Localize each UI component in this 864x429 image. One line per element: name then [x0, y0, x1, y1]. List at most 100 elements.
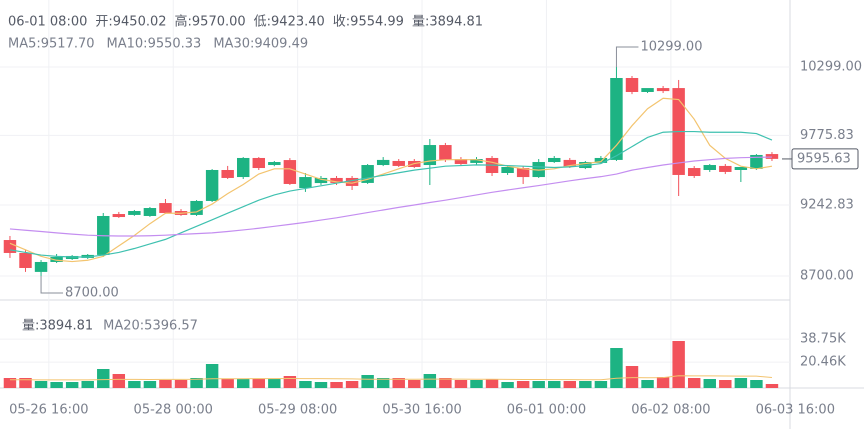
legend-entry: MA10:9550.33 [107, 37, 202, 52]
volume-bar [703, 379, 716, 388]
volume-bar [516, 381, 530, 388]
volume-bar [3, 378, 17, 388]
volume-bar [97, 369, 110, 388]
candle-body [423, 145, 437, 166]
volume-bar [610, 348, 623, 388]
annotation-leader [40, 275, 64, 294]
candle-body [143, 208, 157, 216]
volume-bar [159, 380, 172, 388]
candle-body [299, 177, 312, 189]
candle-body [345, 177, 359, 186]
candle-body [548, 157, 561, 163]
volume-bar [81, 381, 94, 388]
volume-bar [454, 380, 468, 388]
header-item: 06-01 08:00 [8, 15, 87, 30]
candle-body [314, 177, 328, 184]
ma-line [9, 97, 773, 263]
candle-body [687, 168, 701, 177]
volume-bar [532, 381, 545, 388]
volume-bar [268, 379, 281, 388]
candle-body [656, 88, 670, 92]
volume-bar [128, 381, 141, 388]
x-tick-label: 05-26 16:00 [9, 403, 88, 418]
header-item: 高:9570.00 [175, 14, 246, 30]
x-tick-label: 06-03 16:00 [756, 403, 835, 418]
candle-body [454, 159, 468, 164]
candle-body [625, 78, 639, 92]
x-tick-label: 06-01 00:00 [507, 403, 586, 418]
volume-bar [470, 380, 483, 388]
volume-bar [330, 382, 343, 388]
header-item: 低:9423.40 [254, 15, 325, 30]
candle-body [470, 159, 483, 163]
candle-body [190, 200, 203, 215]
candle-body [719, 165, 732, 172]
x-tick-label: 06-02 08:00 [631, 403, 710, 418]
volume-bar [299, 381, 312, 388]
volume-bar [750, 380, 763, 388]
volume-bar [423, 374, 437, 388]
candle-body [765, 154, 779, 159]
volume-bar [345, 381, 359, 388]
candle-body [221, 169, 234, 178]
volume-bar [672, 341, 685, 388]
volume-bar [174, 380, 188, 388]
ma-line [9, 130, 773, 258]
annotation-leader [615, 46, 639, 68]
candle-body [392, 160, 405, 166]
volume-bar [625, 366, 639, 388]
candle-body [439, 145, 452, 160]
candle-body [501, 166, 514, 173]
y-tick-label: 38.75K [800, 332, 846, 347]
annotation-label: 8700.00 [65, 285, 119, 300]
volume-ma-line [9, 375, 773, 381]
candle-body [750, 154, 763, 169]
volume-bar [439, 378, 452, 388]
volume-bar [501, 382, 514, 388]
volume-bar [392, 378, 405, 388]
candle-body [237, 157, 250, 178]
volume-bar [641, 380, 654, 388]
candle-body [330, 177, 343, 183]
candle-body [19, 252, 32, 268]
volume-bar [252, 379, 265, 388]
ma-line [9, 156, 772, 237]
volume-bar [656, 377, 670, 388]
volume-bar [376, 378, 390, 388]
header-item: 量:3894.81 [412, 15, 483, 30]
x-tick-label: 05-29 08:00 [258, 403, 337, 418]
candle-body [268, 162, 281, 166]
volume-bar [594, 381, 608, 388]
candle-body [594, 157, 608, 163]
candle-body [734, 166, 748, 170]
volume-bar [765, 384, 779, 388]
y-tick-label: 20.46K [800, 355, 846, 370]
candle-body [703, 165, 716, 170]
volume-bar [50, 382, 63, 388]
candle-body [376, 159, 390, 166]
header-item: 收:9554.99 [333, 15, 404, 30]
volume-bar [112, 374, 126, 388]
volume-bar [314, 382, 328, 388]
volume-bar [734, 378, 748, 388]
candle-body [34, 261, 48, 272]
candle-body [252, 157, 265, 169]
legend-entry: MA20:5396.57 [103, 319, 198, 334]
volume-bar [579, 381, 592, 388]
candle-body [610, 78, 623, 160]
candle-body [112, 214, 126, 218]
volume-bar [205, 364, 219, 388]
y-tick-label: 8700.00 [800, 268, 854, 283]
candle-body [50, 257, 63, 262]
volume-bar [548, 381, 561, 388]
candle-body [128, 211, 141, 215]
y-tick-label: 9775.83 [800, 128, 854, 143]
candle-body [641, 88, 654, 92]
volume-bar [687, 378, 701, 388]
volume-bar [485, 379, 499, 388]
volume-bar [563, 381, 577, 388]
volume-bar [19, 378, 32, 388]
volume-title: 量:3894.81 [22, 319, 93, 334]
last-price-box [791, 148, 859, 170]
